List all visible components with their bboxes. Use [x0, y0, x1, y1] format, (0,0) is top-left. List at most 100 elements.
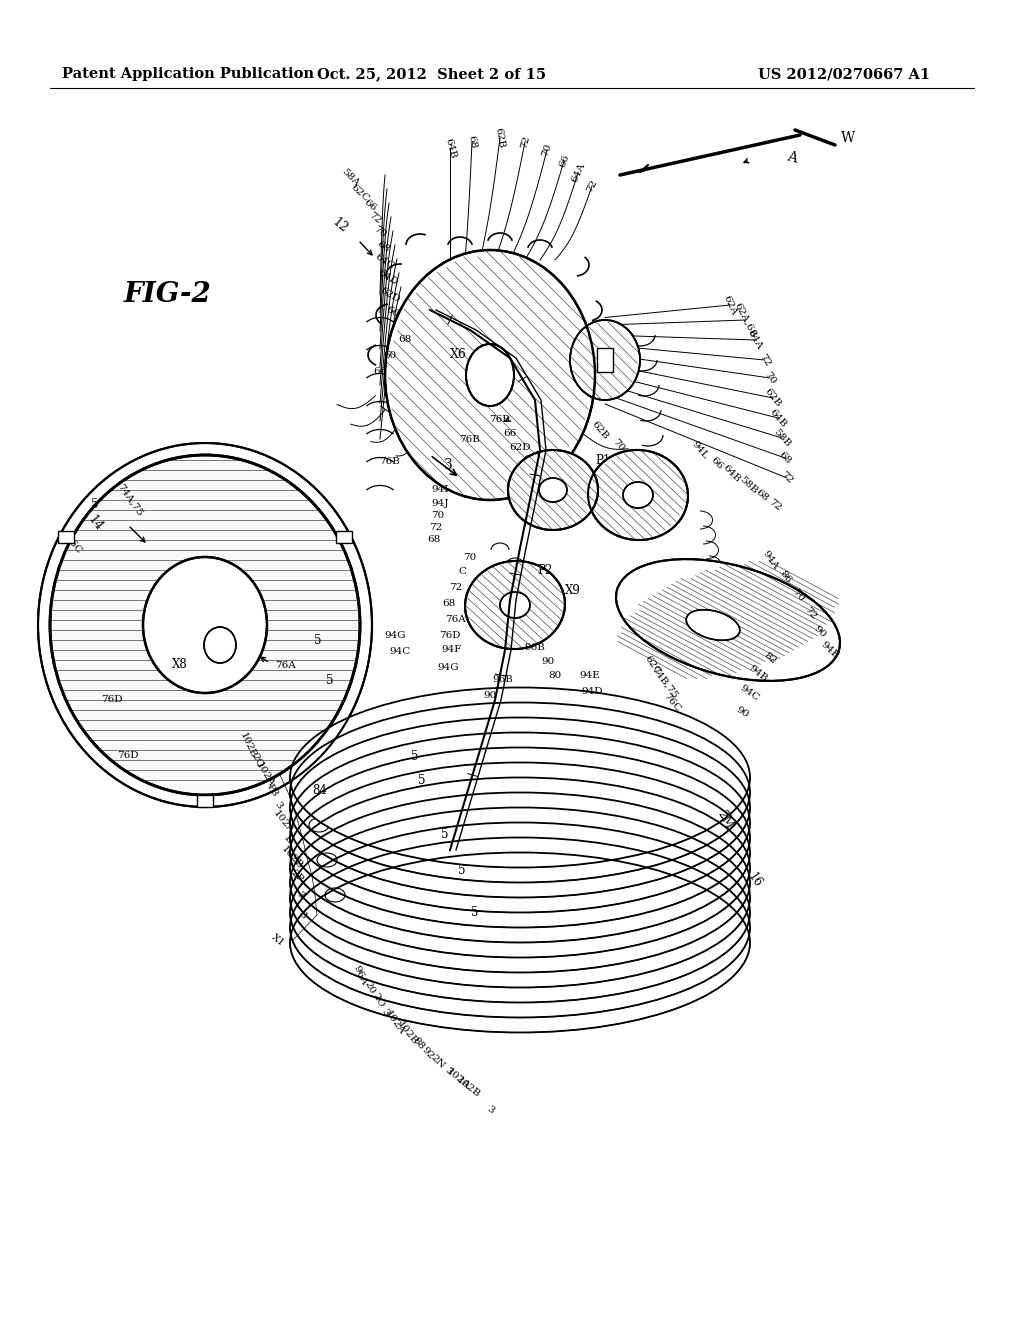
Text: 76A: 76A: [445, 615, 466, 624]
Text: 94G: 94G: [437, 663, 459, 672]
Text: 94F: 94F: [441, 645, 462, 655]
Ellipse shape: [465, 561, 565, 649]
Text: 60: 60: [383, 351, 396, 359]
Text: 68: 68: [777, 450, 793, 466]
Text: 68: 68: [466, 135, 478, 149]
Text: 5: 5: [412, 751, 419, 763]
Text: C: C: [637, 490, 648, 504]
Text: 2N: 2N: [429, 1053, 446, 1071]
Text: 14: 14: [85, 512, 105, 533]
Text: 68: 68: [754, 487, 770, 503]
Text: 68: 68: [660, 470, 676, 486]
Text: 66: 66: [504, 429, 517, 438]
Ellipse shape: [50, 455, 360, 795]
Text: 72: 72: [672, 482, 688, 498]
Text: 58B: 58B: [772, 428, 793, 449]
Text: 58A: 58A: [340, 168, 360, 189]
Text: 16: 16: [745, 870, 765, 890]
Text: 90: 90: [542, 657, 555, 667]
Text: 76C: 76C: [662, 692, 682, 714]
Text: 94D: 94D: [582, 688, 603, 697]
Text: 90: 90: [483, 690, 497, 700]
Text: 76C: 76C: [62, 535, 83, 556]
Text: 12: 12: [330, 215, 350, 235]
Text: 94B: 94B: [819, 640, 841, 660]
Text: 20: 20: [362, 979, 377, 997]
Text: Patent Application Publication: Patent Application Publication: [62, 67, 314, 81]
Text: 102A: 102A: [271, 808, 295, 836]
Text: B: B: [499, 383, 512, 397]
Text: 58B: 58B: [642, 458, 664, 478]
Text: 76B: 76B: [460, 436, 480, 445]
Text: 3: 3: [295, 890, 305, 900]
Text: 102A: 102A: [383, 1010, 407, 1036]
Text: C: C: [458, 568, 466, 577]
Text: 70: 70: [372, 224, 388, 239]
Text: 80: 80: [549, 671, 561, 680]
Ellipse shape: [508, 450, 598, 531]
Text: 58B: 58B: [737, 475, 759, 495]
Text: 64A: 64A: [745, 329, 764, 351]
Text: 72: 72: [758, 352, 772, 368]
Text: 94L: 94L: [690, 440, 710, 461]
Ellipse shape: [290, 688, 750, 867]
Text: 96A: 96A: [351, 964, 369, 986]
Text: 68: 68: [427, 536, 440, 544]
Text: 66: 66: [384, 305, 400, 319]
Text: 3: 3: [297, 909, 307, 920]
Text: 62D: 62D: [379, 285, 401, 305]
FancyBboxPatch shape: [597, 348, 613, 372]
Text: 5: 5: [441, 829, 449, 842]
Text: P3: P3: [264, 781, 280, 799]
Text: 3: 3: [484, 1105, 496, 1115]
Text: 94E: 94E: [580, 671, 600, 680]
Text: 72: 72: [779, 470, 795, 486]
Text: 90: 90: [734, 705, 750, 719]
Text: 62A: 62A: [722, 293, 738, 317]
Text: 82: 82: [762, 651, 778, 665]
Text: 70: 70: [791, 587, 806, 603]
Text: Oct. 25, 2012  Sheet 2 of 15: Oct. 25, 2012 Sheet 2 of 15: [317, 67, 547, 81]
Text: 66: 66: [374, 367, 387, 376]
Ellipse shape: [616, 560, 840, 681]
Text: 102B: 102B: [239, 731, 258, 759]
Text: 88: 88: [411, 1035, 426, 1051]
Text: 68: 68: [442, 598, 456, 607]
Text: 5: 5: [327, 673, 334, 686]
Text: 92: 92: [420, 1045, 436, 1061]
Text: X8: X8: [172, 659, 187, 672]
Text: 5: 5: [459, 863, 466, 876]
Text: A: A: [785, 149, 799, 165]
Text: 5: 5: [91, 499, 98, 511]
Text: 62B: 62B: [494, 127, 506, 149]
Text: 2P: 2P: [289, 869, 305, 884]
Text: 76B: 76B: [489, 416, 510, 425]
Text: 76A: 76A: [274, 660, 295, 669]
Text: P2: P2: [538, 564, 553, 577]
Text: 102B: 102B: [395, 1019, 419, 1047]
Text: 94J: 94J: [431, 499, 449, 507]
Text: 62C: 62C: [349, 182, 371, 203]
Text: 62D: 62D: [509, 442, 530, 451]
Text: 5: 5: [418, 774, 426, 787]
Text: 70: 70: [464, 553, 476, 562]
Text: 76B: 76B: [380, 458, 400, 466]
Text: 102B: 102B: [455, 1074, 481, 1100]
Text: X7: X7: [570, 466, 586, 479]
Text: 76D: 76D: [439, 631, 461, 639]
Text: US 2012/0270667 A1: US 2012/0270667 A1: [758, 67, 930, 81]
Text: 72: 72: [585, 178, 599, 194]
Text: 72: 72: [802, 605, 818, 620]
Text: 94G: 94G: [384, 631, 406, 639]
Text: 64C: 64C: [374, 252, 396, 272]
Text: 3: 3: [442, 1065, 454, 1077]
Text: 76D: 76D: [118, 751, 138, 759]
Text: 86: 86: [777, 569, 793, 585]
Ellipse shape: [143, 557, 267, 693]
Ellipse shape: [500, 591, 530, 618]
Text: 64B: 64B: [625, 447, 645, 469]
Text: 102A: 102A: [444, 1067, 471, 1092]
Text: 2O: 2O: [371, 991, 386, 1008]
Text: 64A: 64A: [569, 161, 587, 185]
Text: 64C: 64C: [531, 466, 553, 474]
